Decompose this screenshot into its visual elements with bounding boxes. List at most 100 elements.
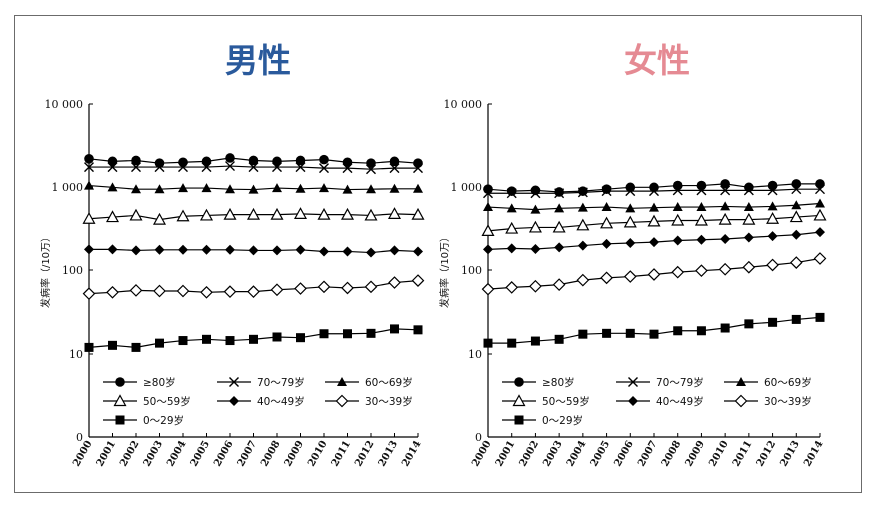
data-point <box>649 237 659 248</box>
series-female-3 <box>481 208 827 237</box>
panel-title-female: 女性 <box>624 41 690 80</box>
x-tick-label: 2008 <box>660 439 683 469</box>
y-tick-label: 1 000 <box>451 181 483 194</box>
y-tick-label: 10 <box>468 348 482 361</box>
data-point <box>554 242 565 253</box>
legend-marker <box>229 377 239 387</box>
data-point <box>625 186 636 197</box>
series-female-4 <box>483 227 825 255</box>
data-point <box>82 287 96 300</box>
data-point <box>152 212 167 225</box>
data-point <box>84 180 94 190</box>
data-point <box>413 163 423 174</box>
legend-item: 40～49岁 <box>616 395 704 408</box>
data-point <box>578 186 588 196</box>
data-point <box>107 244 118 255</box>
data-point <box>200 285 213 299</box>
data-point <box>178 162 188 173</box>
x-tick-label: 2003 <box>142 439 165 469</box>
data-point <box>768 317 778 327</box>
data-point <box>791 200 802 210</box>
data-point <box>720 323 730 333</box>
data-point <box>506 203 517 213</box>
data-point <box>578 329 588 339</box>
legend-label: ≥80岁 <box>542 376 575 389</box>
data-point <box>743 232 754 243</box>
data-point <box>246 207 261 220</box>
data-point <box>601 184 612 194</box>
data-point <box>364 280 378 294</box>
data-point <box>411 274 425 287</box>
series-male-2 <box>84 180 423 194</box>
data-point <box>744 319 754 329</box>
y-tick-label: 10 <box>69 348 83 361</box>
legend-marker <box>115 415 125 425</box>
legend-label: 70～79岁 <box>656 376 704 389</box>
data-point <box>672 202 683 212</box>
data-point <box>153 284 166 298</box>
data-point <box>720 233 731 244</box>
legend-item: ≥80岁 <box>502 376 575 389</box>
data-point <box>129 208 143 221</box>
data-point <box>295 244 306 255</box>
data-point <box>248 245 259 256</box>
data-point <box>317 207 331 220</box>
series-male-5 <box>82 274 425 300</box>
legend-item: 0～29岁 <box>103 414 184 427</box>
data-point <box>505 221 519 234</box>
data-point <box>225 336 235 346</box>
data-point <box>295 155 306 166</box>
legend-item: 70～79岁 <box>616 376 704 389</box>
legend-marker <box>628 377 638 387</box>
y-tick-label: 0 <box>475 431 482 444</box>
data-point <box>295 183 306 193</box>
data-point <box>342 157 353 168</box>
legend-item: 30～39岁 <box>325 394 413 408</box>
data-point <box>506 243 517 254</box>
x-tick-label: 2014 <box>802 439 825 469</box>
data-point <box>647 268 661 281</box>
legend-marker <box>736 377 746 386</box>
data-point <box>223 207 237 220</box>
data-point <box>671 213 685 226</box>
data-point <box>342 246 353 257</box>
data-point <box>248 155 259 166</box>
x-tick-label: 2012 <box>353 439 376 469</box>
data-point <box>718 212 732 225</box>
x-tick-label: 2008 <box>259 439 282 469</box>
data-point <box>249 334 258 344</box>
data-point <box>107 182 118 192</box>
data-point <box>131 342 141 352</box>
data-point <box>319 163 329 174</box>
data-point <box>791 229 802 240</box>
data-point <box>552 220 566 233</box>
data-point <box>696 234 707 245</box>
x-tick-label: 2013 <box>377 439 400 469</box>
data-point <box>625 203 636 213</box>
data-point <box>82 211 96 224</box>
data-point <box>789 210 803 223</box>
data-point <box>483 202 493 212</box>
data-point <box>743 202 754 212</box>
data-point <box>623 215 637 228</box>
data-point <box>131 155 141 166</box>
x-tick-label: 2011 <box>731 439 754 469</box>
legend-label: 0～29岁 <box>143 414 184 427</box>
data-point <box>155 338 164 348</box>
data-point <box>601 202 612 212</box>
data-point <box>528 220 542 233</box>
data-point <box>601 186 612 197</box>
data-point <box>366 328 376 338</box>
data-point <box>649 329 659 339</box>
data-point <box>413 325 423 335</box>
data-point <box>529 279 542 293</box>
data-point <box>413 183 423 193</box>
data-point <box>649 186 659 197</box>
x-tick-label: 2001 <box>95 439 118 469</box>
data-point <box>131 245 141 256</box>
data-point <box>178 336 188 346</box>
data-point <box>106 285 119 299</box>
data-point <box>223 285 237 298</box>
legend-label: ≥80岁 <box>143 376 176 389</box>
x-tick-label: 2006 <box>212 439 235 469</box>
